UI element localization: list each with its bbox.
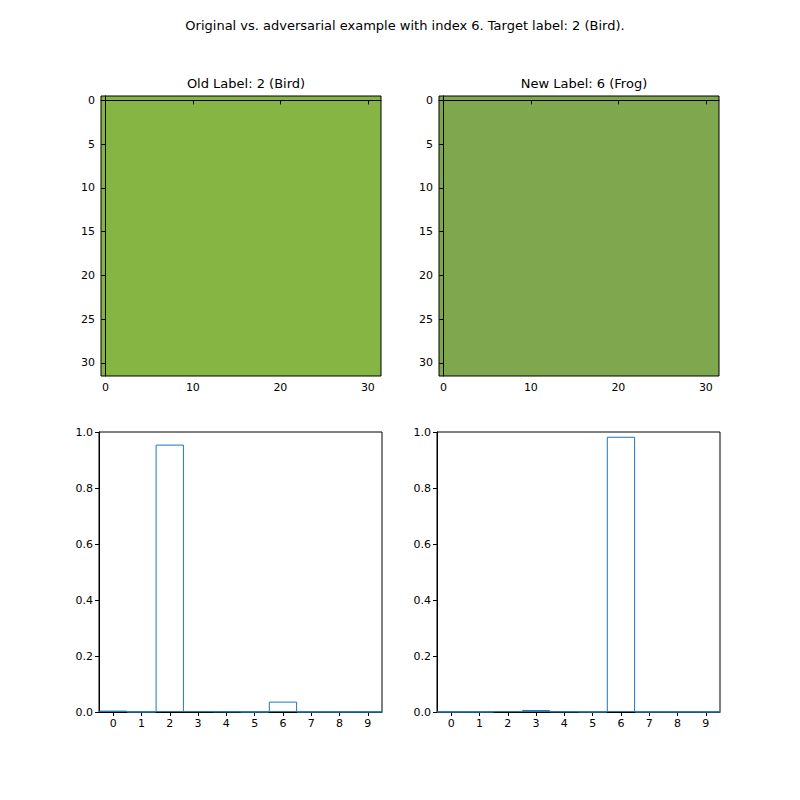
svg-text:1.0: 1.0 (414, 426, 432, 439)
svg-text:0: 0 (88, 94, 95, 107)
svg-text:5: 5 (426, 138, 433, 151)
svg-text:0.4: 0.4 (414, 594, 432, 607)
svg-text:10: 10 (81, 181, 95, 194)
svg-text:0.2: 0.2 (76, 650, 94, 663)
svg-text:0: 0 (102, 381, 109, 394)
svg-text:3: 3 (533, 717, 540, 730)
svg-text:4: 4 (223, 717, 230, 730)
svg-text:5: 5 (251, 717, 258, 730)
svg-text:0.4: 0.4 (76, 594, 94, 607)
svg-text:8: 8 (336, 717, 343, 730)
svg-text:25: 25 (419, 313, 433, 326)
svg-text:1.0: 1.0 (76, 426, 94, 439)
svg-text:6: 6 (279, 717, 286, 730)
svg-text:30: 30 (419, 356, 433, 369)
svg-text:10: 10 (186, 381, 200, 394)
svg-text:5: 5 (589, 717, 596, 730)
svg-text:9: 9 (702, 717, 709, 730)
svg-text:0: 0 (110, 717, 117, 730)
svg-text:6: 6 (617, 717, 624, 730)
svg-text:20: 20 (81, 269, 95, 282)
svg-text:0: 0 (440, 381, 447, 394)
svg-text:2: 2 (504, 717, 511, 730)
svg-text:5: 5 (88, 138, 95, 151)
svg-text:30: 30 (81, 356, 95, 369)
svg-text:2: 2 (166, 717, 173, 730)
svg-text:8: 8 (674, 717, 681, 730)
svg-text:7: 7 (308, 717, 315, 730)
svg-text:New Label: 6 (Frog): New Label: 6 (Frog) (521, 76, 647, 91)
svg-text:0.8: 0.8 (414, 482, 432, 495)
svg-text:Old Label: 2 (Bird): Old Label: 2 (Bird) (187, 76, 305, 91)
svg-text:10: 10 (524, 381, 538, 394)
svg-text:0: 0 (448, 717, 455, 730)
svg-text:30: 30 (361, 381, 375, 394)
svg-text:Original vs. adversarial examp: Original vs. adversarial example with in… (185, 18, 624, 33)
svg-text:3: 3 (195, 717, 202, 730)
svg-text:0.0: 0.0 (414, 706, 432, 719)
svg-text:20: 20 (273, 381, 287, 394)
svg-text:1: 1 (476, 717, 483, 730)
svg-text:20: 20 (611, 381, 625, 394)
svg-text:7: 7 (646, 717, 653, 730)
svg-text:10: 10 (419, 181, 433, 194)
svg-text:1: 1 (138, 717, 145, 730)
svg-text:0.6: 0.6 (414, 538, 432, 551)
svg-text:4: 4 (561, 717, 568, 730)
svg-text:25: 25 (81, 313, 95, 326)
svg-text:0.8: 0.8 (76, 482, 94, 495)
svg-text:0.2: 0.2 (414, 650, 432, 663)
svg-text:0.6: 0.6 (76, 538, 94, 551)
svg-text:15: 15 (81, 225, 95, 238)
svg-text:0.0: 0.0 (76, 706, 94, 719)
svg-text:15: 15 (419, 225, 433, 238)
svg-text:30: 30 (699, 381, 713, 394)
svg-text:20: 20 (419, 269, 433, 282)
svg-text:9: 9 (364, 717, 371, 730)
svg-text:0: 0 (426, 94, 433, 107)
